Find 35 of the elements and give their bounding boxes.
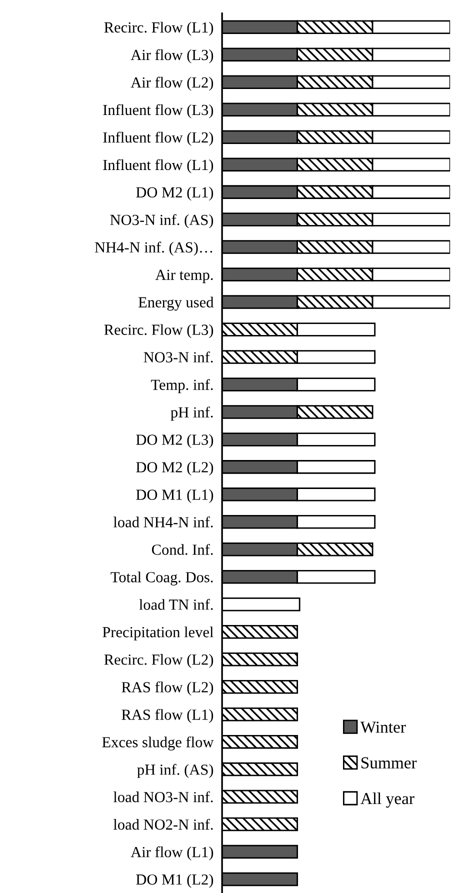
y-tick-label: NO3-N inf. (AS): [110, 214, 214, 228]
y-tick-label: Air temp.: [155, 270, 213, 284]
y-tick-label: Influent flow (L3): [103, 104, 214, 118]
y-tick-label: load TN inf.: [139, 598, 213, 610]
y-tick-label: load NO3-N inf.: [113, 791, 213, 802]
y-tick-label: DO M2 (L2): [136, 462, 214, 476]
y-tick-label: load NO2-N inf.: [113, 818, 213, 830]
y-tick-label: Temp. inf.: [151, 379, 213, 394]
y-tick-label: RAS flow (L2): [122, 681, 214, 696]
legend-label: All year: [360, 792, 414, 808]
y-tick-label: Influent flow (L2): [103, 132, 214, 146]
y-tick-label: Cond. Inf.: [152, 544, 213, 555]
y-tick-label: Recirc. Flow (L3): [104, 324, 214, 338]
y-tick-label: DO M1 (L1): [136, 489, 214, 503]
y-tick-label: pH inf.: [170, 406, 213, 421]
y-tick-label: pH inf. (AS): [137, 764, 214, 778]
y-tick-label: Air flow (L1): [130, 846, 214, 860]
y-tick-label: RAS flow (L1): [122, 708, 214, 723]
y-tick-label: Air flow (L3): [130, 49, 214, 64]
legend-label: Winter: [360, 722, 406, 733]
y-tick-label: NH4-N inf. (AS)…: [94, 242, 212, 256]
y-tick-label: DO M2 (L3): [136, 434, 214, 448]
y-tick-label: NO3-N inf.: [144, 352, 213, 363]
y-tick-label: Total Coag. Dos.: [110, 572, 213, 586]
y-tick-label: Recirc. Flow (L1): [104, 22, 214, 36]
legend-label: Summer: [361, 757, 417, 768]
y-tick-label: Precipitation level: [102, 626, 214, 640]
y-tick-label: load NH4-N inf.: [113, 516, 213, 528]
y-tick-label: DO M2 (L1): [136, 186, 214, 201]
y-tick-label: Air flow (L2): [130, 76, 214, 91]
y-tick-label: Exces sludge flow: [102, 736, 214, 750]
y-tick-label: Recirc. Flow (L2): [104, 654, 214, 668]
y-tick-label: Influent flow (L1): [103, 159, 214, 174]
y-tick-label: DO M1 (L2): [136, 874, 214, 888]
y-tick-label: Energy used: [138, 296, 214, 311]
